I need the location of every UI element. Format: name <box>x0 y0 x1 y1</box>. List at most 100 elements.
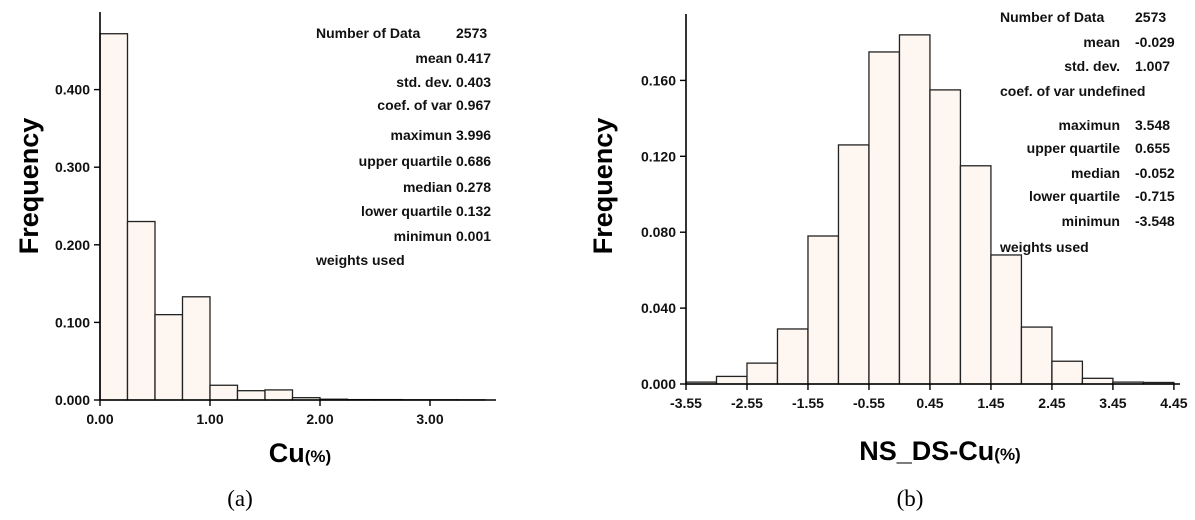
stat-row-b-5: upper quartile 0.655 <box>1027 140 1171 156</box>
x-ticks-b: -3.55 -2.55 -1.55 -0.55 0.45 1.45 2.45 3.45 4.45 <box>670 384 1188 411</box>
stat-value-b-4: 3.548 <box>1135 117 1170 133</box>
stat-label-b-9: weights used <box>999 239 1089 255</box>
stat-row-b-3: coef. of var undefined <box>1000 83 1145 99</box>
stat-row-a-5: upper quartile 0.686 <box>359 153 492 169</box>
y-tick-label-b-2: 0.080 <box>641 224 676 240</box>
stat-value-b-0: 2573 <box>1135 9 1166 25</box>
stat-value-b-7: -0.715 <box>1135 188 1175 204</box>
x-ticks-a: 0.00 1.00 2.00 3.00 <box>86 400 444 427</box>
stat-row-a-6: median 0.278 <box>403 179 491 195</box>
stat-row-b-2: std. dev. 1.007 <box>1064 58 1170 74</box>
stat-row-a-3: coef. of var 0.967 <box>377 97 491 113</box>
stat-row-a-4: maximun 3.996 <box>391 127 492 143</box>
bar-a-4 <box>209 384 239 401</box>
caption-a: (a) <box>227 486 253 511</box>
x-axis-label-b: NS_DS-Cu(%) <box>859 436 1020 466</box>
stat-value-a-1: 0.417 <box>456 50 491 66</box>
y-axis-label-b: Frequency <box>588 118 618 255</box>
y-tick-label-b-4: 0.160 <box>641 72 676 88</box>
stat-row-a-2: std. dev. 0.403 <box>396 74 491 90</box>
x-tick-label-b-2: -1.55 <box>792 395 824 411</box>
x-tick-label-a-3: 3.00 <box>416 411 443 427</box>
y-tick-label-b-3: 0.120 <box>641 148 676 164</box>
stat-value-a-6: 0.278 <box>456 179 491 195</box>
y-tick-label-a-1: 0.100 <box>55 314 90 330</box>
stat-row-b-8: minimun -3.548 <box>1062 213 1175 229</box>
stat-label-a-4: maximun <box>391 127 452 143</box>
x-tick-label-a-2: 2.00 <box>306 411 333 427</box>
stat-row-b-1: mean -0.029 <box>1083 34 1174 50</box>
stat-label-a-8: minimun <box>394 228 452 244</box>
x-tick-label-b-8: 4.45 <box>1160 395 1187 411</box>
stat-label-a-7: lower quartile <box>361 203 452 219</box>
stat-row-b-6: median -0.052 <box>1071 165 1175 181</box>
bar-b-8 <box>929 89 962 385</box>
stat-label-b-2: std. dev. <box>1064 58 1120 74</box>
x-tick-label-a-1: 1.00 <box>196 411 223 427</box>
stat-label-b-7: lower quartile <box>1029 188 1120 204</box>
stat-row-a-1: mean 0.417 <box>415 50 491 66</box>
bar-b-13 <box>1081 377 1114 385</box>
stat-label-b-3: coef. of var undefined <box>1000 83 1145 99</box>
bar-a-3 <box>181 296 211 401</box>
stat-value-a-5: 0.686 <box>456 153 491 169</box>
bar-b-1 <box>715 375 748 385</box>
stat-value-a-7: 0.132 <box>456 203 491 219</box>
stat-value-b-6: -0.052 <box>1135 165 1175 181</box>
bar-b-11 <box>1020 326 1053 385</box>
x-tick-label-b-6: 2.45 <box>1038 395 1065 411</box>
y-tick-label-b-0: 0.000 <box>641 376 676 392</box>
bar-a-1 <box>126 220 156 401</box>
x-axis-unit-a: (%) <box>305 447 331 466</box>
x-tick-label-b-0: -3.55 <box>670 395 702 411</box>
stat-label-b-0: Number of Data <box>1000 9 1104 25</box>
bars-b <box>685 34 1175 385</box>
x-tick-label-b-5: 1.45 <box>977 395 1004 411</box>
bar-a-5 <box>236 390 266 401</box>
stat-label-a-5: upper quartile <box>359 153 453 169</box>
stat-label-b-4: maximun <box>1059 117 1120 133</box>
stat-label-a-1: mean <box>415 50 452 66</box>
y-tick-label-a-3: 0.300 <box>55 159 90 175</box>
bar-b-3 <box>776 328 809 385</box>
stat-label-b-5: upper quartile <box>1027 140 1121 156</box>
y-tick-label-a-2: 0.200 <box>55 237 90 253</box>
y-ticks-b: 0.000 0.040 0.080 0.120 0.160 <box>641 72 686 392</box>
stat-label-b-6: median <box>1071 165 1120 181</box>
bar-b-10 <box>990 254 1023 385</box>
stat-row-a-0: Number of Data 2573 <box>316 25 487 41</box>
stat-label-a-6: median <box>403 179 452 195</box>
y-tick-label-a-4: 0.400 <box>55 82 90 98</box>
stat-row-b-9: weights used <box>999 239 1089 255</box>
x-tick-label-b-1: -2.55 <box>731 395 763 411</box>
stat-value-b-1: -0.029 <box>1135 34 1175 50</box>
stat-value-a-3: 0.967 <box>456 97 491 113</box>
stat-value-b-2: 1.007 <box>1135 58 1170 74</box>
y-tick-label-b-1: 0.040 <box>641 300 676 316</box>
bar-a-6 <box>264 389 294 401</box>
bar-b-5 <box>837 144 870 385</box>
stat-label-a-3: coef. of var <box>377 97 452 113</box>
bar-b-7 <box>898 34 931 385</box>
stat-row-a-9: weights used <box>315 252 405 268</box>
x-tick-label-b-7: 3.45 <box>1099 395 1126 411</box>
bar-b-9 <box>959 165 992 385</box>
bar-b-12 <box>1051 360 1084 385</box>
stat-value-a-4: 3.996 <box>456 127 491 143</box>
stat-value-a-0: 2573 <box>456 25 487 41</box>
stat-label-a-0: Number of Data <box>316 25 420 41</box>
stat-row-a-8: minimun 0.001 <box>394 228 492 244</box>
stat-label-a-9: weights used <box>315 252 405 268</box>
stats-box-b: Number of Data 2573 mean -0.029 std. dev. 1.0… <box>999 9 1175 255</box>
bars-a <box>99 33 486 401</box>
bar-b-4 <box>807 235 840 385</box>
histogram-panel-b: 0.000 0.040 0.080 0.120 0.160 -3.55 -2.55 -1.5… <box>588 9 1188 511</box>
x-tick-label-a-0: 0.00 <box>86 411 113 427</box>
stat-row-b-0: Number of Data 2573 <box>1000 9 1166 25</box>
stat-value-b-5: 0.655 <box>1135 140 1170 156</box>
y-ticks-a: 0.000 0.100 0.200 0.300 0.400 <box>55 82 100 408</box>
stat-row-b-7: lower quartile -0.715 <box>1029 188 1175 204</box>
y-tick-label-a-0: 0.000 <box>55 392 90 408</box>
